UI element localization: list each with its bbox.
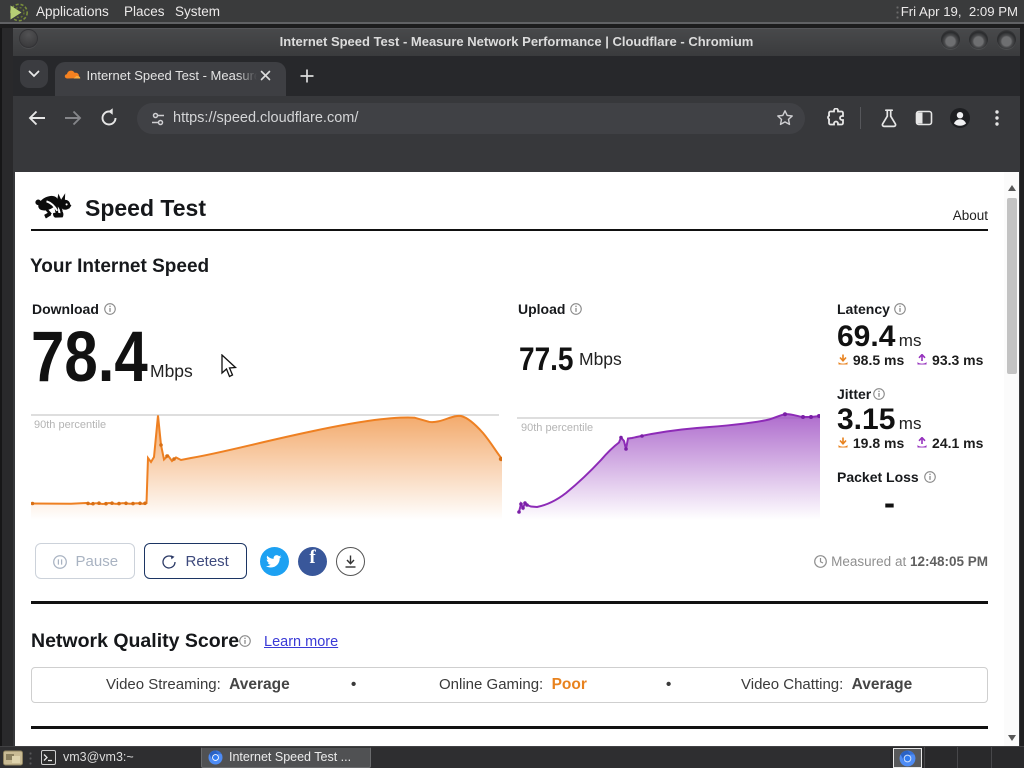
svg-text:90th percentile: 90th percentile — [521, 422, 593, 434]
svg-text:90th percentile: 90th percentile — [34, 419, 106, 431]
